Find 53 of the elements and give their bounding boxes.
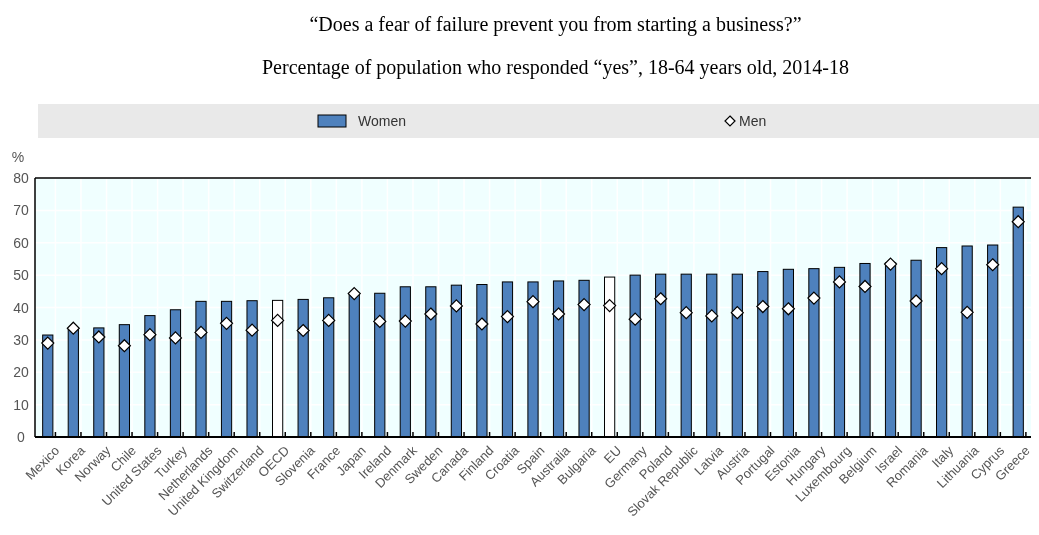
chart-title: “Does a fear of failure prevent you from starting a business?” (309, 13, 802, 36)
point (168, 331, 183, 345)
point (92, 330, 106, 344)
legend-label: Men (739, 113, 767, 129)
point (935, 262, 949, 276)
point (322, 313, 336, 328)
point (500, 309, 515, 324)
point (194, 325, 208, 340)
point (271, 313, 285, 328)
point (603, 298, 617, 313)
y-tick-label: 30 (13, 331, 29, 348)
point (245, 323, 259, 337)
y-tick-label: 0 (17, 429, 26, 445)
point (756, 299, 770, 314)
point (858, 279, 872, 294)
point (960, 305, 974, 319)
y-axis-title: % (11, 149, 25, 165)
point (986, 258, 1000, 272)
point (41, 336, 55, 350)
point (909, 294, 923, 308)
point (117, 339, 131, 353)
point (219, 316, 234, 330)
y-tick-label: 80 (13, 170, 29, 186)
point (832, 275, 847, 289)
point (449, 299, 463, 313)
point (347, 286, 361, 301)
point (398, 314, 412, 328)
point (475, 317, 489, 331)
point (807, 291, 821, 305)
point (577, 297, 591, 312)
point (296, 323, 310, 338)
chart-subtitle: Percentage of population who responded “yes”, 18-64 years old, 2014-18 (261, 56, 850, 79)
point (424, 307, 438, 321)
point (143, 328, 157, 342)
y-tick-label: 40 (13, 299, 29, 316)
legend-label: Women (358, 113, 406, 129)
point (551, 307, 566, 321)
point (373, 314, 387, 329)
point (705, 309, 719, 323)
point (66, 321, 80, 335)
point (730, 306, 744, 320)
point (628, 312, 642, 326)
y-tick-label: 50 (13, 267, 29, 284)
point (679, 306, 693, 320)
y-tick-label: 10 (13, 396, 29, 413)
point (781, 302, 795, 316)
y-tick-label: 20 (13, 364, 29, 381)
point (883, 257, 898, 271)
y-tick-label: 70 (13, 202, 29, 219)
point (1011, 215, 1025, 229)
point (654, 292, 668, 306)
y-tick-label: 60 (13, 234, 29, 251)
point (526, 295, 540, 309)
